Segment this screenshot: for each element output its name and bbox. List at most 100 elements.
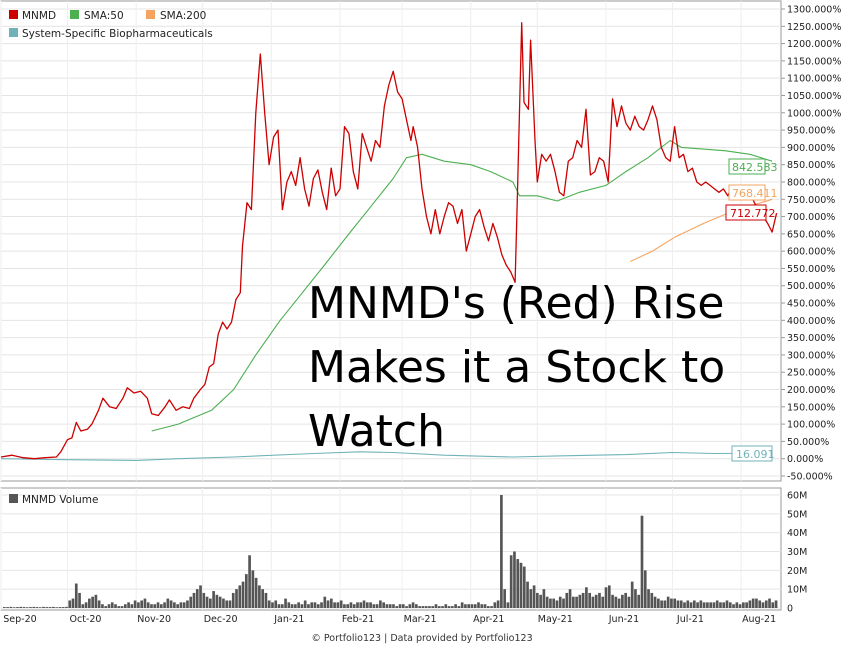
- main-y-tick-label: 350.000%: [787, 333, 835, 344]
- volume-bar: [702, 602, 706, 608]
- main-y-tick-label: 1250.000%: [787, 22, 841, 33]
- volume-legend: MNMD Volume: [9, 494, 98, 506]
- volume-bar: [774, 600, 778, 608]
- main-y-tick-label: 1100.000%: [787, 74, 841, 85]
- x-tick-label: Aug-21: [742, 614, 776, 625]
- volume-bar: [434, 604, 438, 608]
- volume-bar: [130, 604, 134, 608]
- volume-bar: [16, 607, 19, 608]
- volume-bar: [761, 602, 765, 608]
- volume-bar: [725, 600, 729, 608]
- volume-bar: [581, 592, 585, 608]
- series-line-mnmd: [0, 22, 778, 460]
- volume-bar: [359, 602, 363, 608]
- volume-bar: [640, 515, 644, 608]
- volume-bar: [709, 602, 712, 608]
- main-plot-area: [0, 0, 782, 482]
- volume-bar: [375, 604, 379, 608]
- volume-bar: [91, 596, 94, 608]
- volume-bar: [238, 585, 242, 608]
- legend-swatch-sma50: [70, 10, 79, 19]
- volume-bar: [362, 600, 366, 608]
- volume-bar: [513, 551, 516, 608]
- volume-bar: [604, 587, 608, 608]
- volume-bar: [107, 604, 111, 608]
- volume-bar: [45, 607, 49, 608]
- volume-bar: [58, 607, 62, 608]
- volume-bar: [562, 598, 565, 608]
- volume-bar: [271, 602, 274, 608]
- volume-bar: [382, 602, 385, 608]
- volume-bar: [156, 602, 160, 608]
- volume-bar: [493, 602, 497, 608]
- volume-bar: [280, 604, 284, 608]
- volume-bar: [264, 592, 268, 608]
- volume-bar: [601, 596, 605, 608]
- flag-sma200: 768.411: [728, 184, 778, 201]
- volume-bar: [189, 596, 193, 608]
- volume-bar: [326, 600, 330, 608]
- volume-bar: [29, 607, 32, 608]
- volume-bar: [673, 598, 677, 608]
- main-y-tick-label: 500.000%: [787, 281, 835, 292]
- volume-bar: [244, 574, 248, 608]
- volume-bar: [715, 600, 719, 608]
- flag-sector-value: 16.091: [736, 448, 775, 461]
- headline-line-3: Watch: [308, 406, 445, 457]
- volume-bar: [365, 602, 369, 608]
- volume-bars: [3, 495, 778, 608]
- volume-bar: [169, 600, 173, 608]
- main-y-tick-label: 1300.000%: [787, 5, 841, 16]
- volume-bar: [565, 592, 569, 608]
- volume-bar: [552, 598, 556, 608]
- volume-bar: [12, 607, 16, 608]
- volume-bar: [3, 607, 6, 608]
- volume-bar: [117, 606, 121, 608]
- volume-bar: [415, 604, 418, 608]
- x-tick-label: Feb-21: [342, 614, 374, 625]
- volume-bar: [339, 600, 343, 608]
- volume-bar: [235, 589, 238, 608]
- volume-bar: [6, 607, 9, 608]
- volume-bar: [202, 592, 206, 608]
- x-tick-label: Oct-20: [70, 614, 102, 625]
- volume-bar: [215, 594, 219, 608]
- volume-bar: [728, 602, 732, 608]
- volume-bar: [150, 604, 153, 608]
- volume-bar: [333, 602, 336, 608]
- volume-bar: [758, 600, 762, 608]
- x-tick-label: Jun-21: [608, 614, 639, 625]
- flag-mnmd-value: 712.772: [730, 207, 776, 220]
- volume-bar: [568, 589, 572, 608]
- volume-bar: [392, 604, 395, 608]
- main-y-tick-label: 50.000%: [787, 437, 829, 448]
- volume-bar: [663, 600, 667, 608]
- volume-bar: [61, 607, 65, 608]
- volume-bar: [176, 604, 179, 608]
- x-tick-label: Sep-20: [3, 614, 36, 625]
- volume-bar: [666, 596, 670, 608]
- volume-bar: [153, 604, 157, 608]
- volume-bar: [336, 602, 340, 608]
- volume-bar: [140, 600, 144, 608]
- volume-bar: [500, 495, 503, 608]
- volume-bar: [653, 596, 657, 608]
- volume-bar: [159, 604, 163, 608]
- volume-bar: [483, 604, 487, 608]
- volume-bar: [768, 598, 771, 608]
- legend-swatch-volume: [9, 494, 18, 503]
- volume-bar: [771, 602, 775, 608]
- main-y-tick-label: 950.000%: [787, 126, 835, 137]
- volume-bar: [84, 602, 88, 608]
- volume-bar: [467, 604, 471, 608]
- volume-bar: [313, 602, 317, 608]
- main-y-tick-label: 700.000%: [787, 212, 835, 223]
- volume-bar: [294, 604, 297, 608]
- volume-bar: [163, 602, 166, 608]
- volume-bar: [571, 596, 575, 608]
- volume-bar: [542, 589, 546, 608]
- volume-bar: [267, 600, 271, 608]
- volume-bar: [522, 566, 526, 608]
- volume-bar: [133, 600, 137, 608]
- main-y-tick-label: 550.000%: [787, 264, 835, 275]
